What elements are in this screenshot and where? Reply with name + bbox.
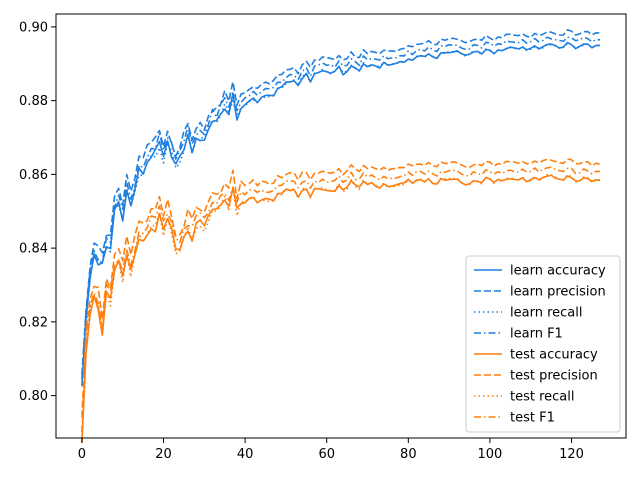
series-line-learn-precision [81,29,601,375]
legend-entry-label: test accuracy [510,348,598,363]
series-line-test-f1 [81,166,601,432]
y-tick-label: 0.80 [19,389,48,404]
x-tick-label: 120 [559,447,584,462]
y-tick-label: 0.86 [19,168,48,183]
legend-entry-label: learn accuracy [510,264,606,279]
legend-entry-label: test precision [510,369,598,384]
series-line-learn-f1 [81,36,601,380]
x-tick-label: 0 [78,447,86,462]
y-axis: 0.80 0.82 0.84 0.86 0.88 0.90 [19,20,56,404]
legend-entry-label: learn precision [510,285,606,300]
axes-frame [55,13,627,439]
legend-entry-label: learn recall [510,306,582,321]
legend-entry-label: test F1 [510,411,555,426]
y-tick-label: 0.90 [19,20,48,35]
legend-frame [465,255,621,433]
series-line-test-precision [81,158,601,418]
y-tick-label: 0.84 [19,242,48,257]
series-layer [81,29,601,443]
x-tick-label: 20 [155,447,172,462]
x-tick-label: 40 [237,447,254,462]
legend-entry-label: test recall [510,390,575,405]
x-tick-label: 80 [400,447,417,462]
y-tick-label: 0.82 [19,315,48,330]
series-line-learn-accuracy [81,41,601,387]
y-tick-label: 0.88 [19,94,48,109]
x-tick-label: 100 [478,447,503,462]
legend-entry-label: learn F1 [510,327,563,342]
x-axis: 0 20 40 60 80 100 120 [78,438,584,462]
legend: learn accuracy learn precision learn recal… [465,255,621,433]
x-tick-label: 60 [318,447,335,462]
